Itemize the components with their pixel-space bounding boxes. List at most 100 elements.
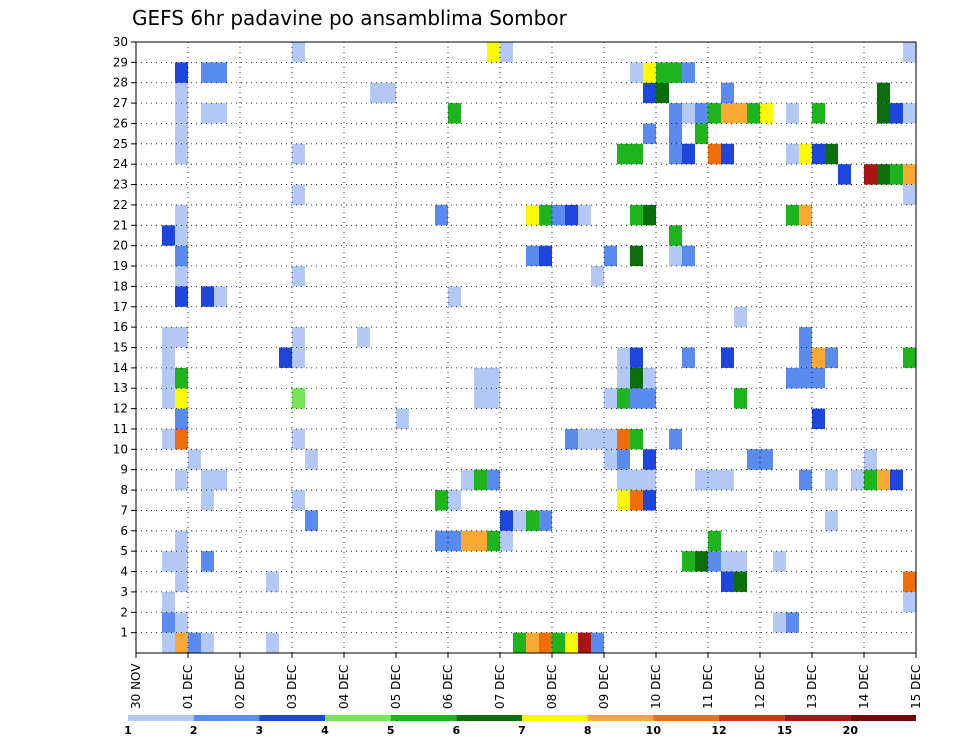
heatmap-cell bbox=[526, 632, 539, 653]
y-tick-label: 3 bbox=[120, 585, 128, 599]
heatmap-cell bbox=[682, 103, 695, 124]
heatmap-cell bbox=[370, 82, 383, 104]
chart-title: GEFS 6hr padavine po ansamblima Sombor bbox=[132, 6, 567, 30]
heatmap-cell bbox=[175, 82, 188, 104]
heatmap-cell bbox=[175, 612, 188, 633]
legend-label: 20 bbox=[843, 724, 859, 737]
heatmap-cell bbox=[162, 327, 175, 348]
heatmap-cell bbox=[500, 510, 513, 531]
heatmap-cell bbox=[669, 62, 682, 83]
heatmap-cell bbox=[617, 367, 630, 389]
heatmap-cell bbox=[526, 204, 539, 226]
heatmap-cell bbox=[799, 143, 812, 165]
heatmap-cell bbox=[591, 429, 604, 450]
heatmap-cell bbox=[864, 164, 877, 185]
legend-swatch bbox=[325, 715, 391, 721]
heatmap-cell bbox=[877, 469, 890, 491]
heatmap-cell bbox=[435, 204, 448, 226]
legend-swatch bbox=[456, 715, 522, 721]
heatmap-cell bbox=[305, 510, 318, 531]
heatmap-cell bbox=[617, 469, 630, 491]
y-tick-label: 23 bbox=[113, 178, 128, 192]
x-tick-label: 15 DEC bbox=[909, 665, 923, 709]
heatmap-cell bbox=[617, 449, 630, 470]
heatmap-cell bbox=[630, 490, 643, 511]
heatmap-cell bbox=[500, 42, 513, 63]
heatmap-cell bbox=[903, 42, 916, 63]
x-axis: 30 NOV 01 DEC 02 DEC 03 DEC 04 DEC 05 DEC 06 D… bbox=[129, 653, 923, 709]
heatmap-cell bbox=[643, 449, 656, 470]
heatmap-cell bbox=[630, 429, 643, 450]
heatmap-cell bbox=[201, 469, 214, 491]
heatmap-cell bbox=[162, 388, 175, 409]
heatmap-cell bbox=[513, 510, 526, 531]
x-tick-label: 08 DEC bbox=[545, 665, 559, 709]
heatmap-cell bbox=[201, 632, 214, 653]
heatmap-cell bbox=[487, 367, 500, 389]
heatmap-cell bbox=[721, 103, 734, 124]
heatmap-cell bbox=[266, 632, 279, 653]
heatmap-cell bbox=[812, 347, 825, 368]
heatmap-cell bbox=[643, 62, 656, 83]
heatmap-cell bbox=[539, 245, 552, 267]
legend-label: 1 bbox=[124, 724, 132, 737]
heatmap-cell bbox=[630, 204, 643, 226]
y-tick-label: 19 bbox=[113, 259, 128, 273]
heatmap-cell bbox=[617, 490, 630, 511]
heatmap-cell bbox=[721, 469, 734, 491]
heatmap-cell bbox=[162, 225, 175, 246]
heatmap-cell bbox=[669, 123, 682, 144]
heatmap-cell bbox=[682, 62, 695, 83]
heatmap-cell bbox=[513, 632, 526, 653]
heatmap-cell bbox=[825, 510, 838, 531]
heatmap-cell bbox=[162, 551, 175, 572]
heatmap-cell bbox=[734, 103, 747, 124]
heatmap-cell bbox=[825, 143, 838, 165]
heatmap-cell bbox=[578, 429, 591, 450]
y-tick-label: 14 bbox=[113, 361, 128, 375]
y-tick-label: 11 bbox=[113, 422, 128, 436]
legend-label: 8 bbox=[584, 724, 592, 737]
heatmap-cell bbox=[890, 103, 903, 124]
heatmap-cell bbox=[175, 551, 188, 572]
heatmap-cell bbox=[786, 204, 799, 226]
heatmap-cell bbox=[825, 347, 838, 368]
heatmap-cell bbox=[604, 245, 617, 267]
x-tick-label: 09 DEC bbox=[597, 665, 611, 709]
heatmap-cell bbox=[435, 530, 448, 552]
heatmap-cell bbox=[162, 612, 175, 633]
heatmap-cell bbox=[292, 327, 305, 348]
heatmap-cell bbox=[292, 143, 305, 165]
heatmap-cell bbox=[890, 469, 903, 491]
heatmap-cell bbox=[188, 449, 201, 470]
heatmap-cell bbox=[487, 530, 500, 552]
heatmap-cell bbox=[383, 82, 396, 104]
heatmap-cell bbox=[175, 103, 188, 124]
heatmap-cell bbox=[708, 143, 721, 165]
heatmap-cell bbox=[669, 103, 682, 124]
heatmap-cell bbox=[175, 429, 188, 450]
heatmap-cell bbox=[448, 286, 461, 307]
legend-label: 5 bbox=[387, 724, 395, 737]
x-tick-label: 14 DEC bbox=[857, 665, 871, 709]
heatmap-cell bbox=[292, 347, 305, 368]
heatmap-cell bbox=[474, 469, 487, 491]
heatmap-cell bbox=[292, 490, 305, 511]
y-tick-label: 18 bbox=[113, 279, 128, 293]
heatmap-cell bbox=[643, 490, 656, 511]
grid-lines bbox=[136, 42, 916, 653]
heatmap-cell bbox=[643, 82, 656, 104]
legend-swatch bbox=[850, 715, 916, 721]
heatmap-cell bbox=[461, 469, 474, 491]
heatmap-cell bbox=[799, 204, 812, 226]
heatmap-cell bbox=[435, 490, 448, 511]
heatmap-cell bbox=[175, 367, 188, 389]
heatmap-cell bbox=[175, 123, 188, 144]
heatmap-cell bbox=[799, 327, 812, 348]
heatmap-cell bbox=[877, 82, 890, 104]
y-tick-label: 16 bbox=[113, 320, 128, 334]
heatmap-cell bbox=[201, 103, 214, 124]
x-tick-label: 06 DEC bbox=[441, 665, 455, 709]
legend-label: 4 bbox=[321, 724, 329, 737]
